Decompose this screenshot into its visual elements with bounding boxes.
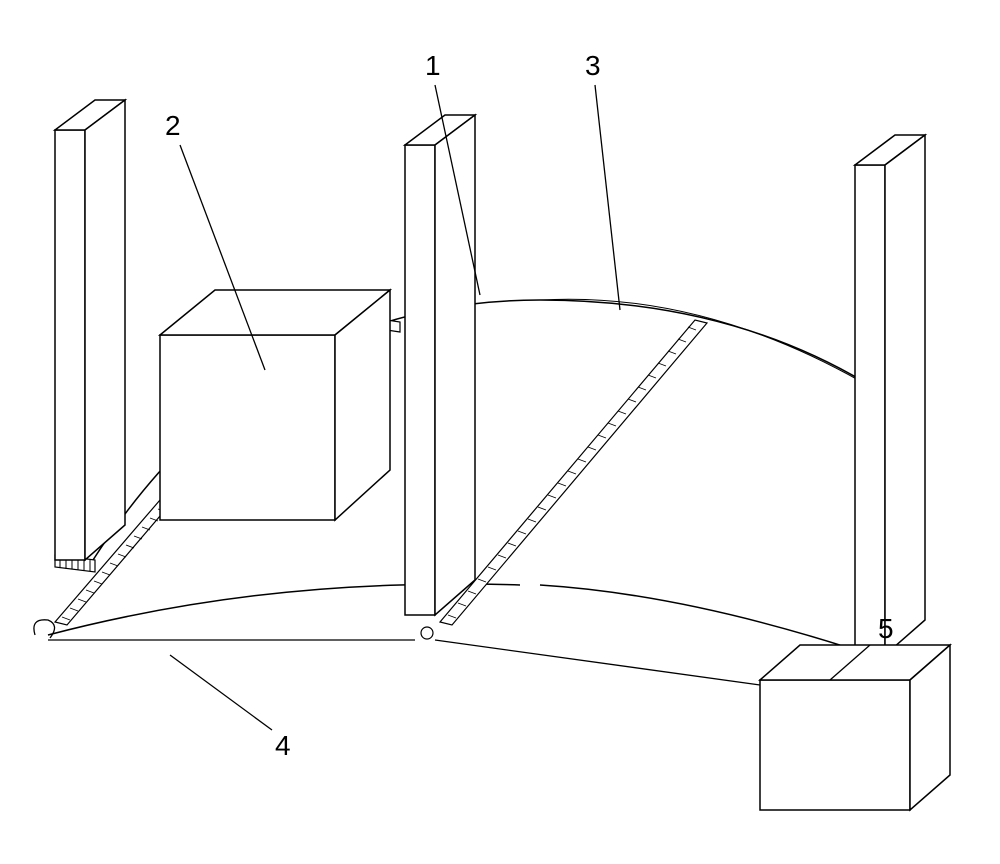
label-1: 1	[425, 50, 441, 81]
label-5: 5	[878, 613, 894, 644]
label-3: 3	[585, 50, 601, 81]
cube-part-2	[160, 290, 390, 520]
panel-right	[855, 135, 925, 655]
panel-middle	[405, 115, 475, 615]
label-2: 2	[165, 110, 181, 141]
cube-part-5	[760, 645, 950, 810]
technical-diagram: 1 2 3 4 5	[0, 0, 1000, 864]
panel-left	[55, 100, 125, 560]
pipe-part-4	[34, 620, 760, 685]
label-4: 4	[275, 730, 291, 761]
